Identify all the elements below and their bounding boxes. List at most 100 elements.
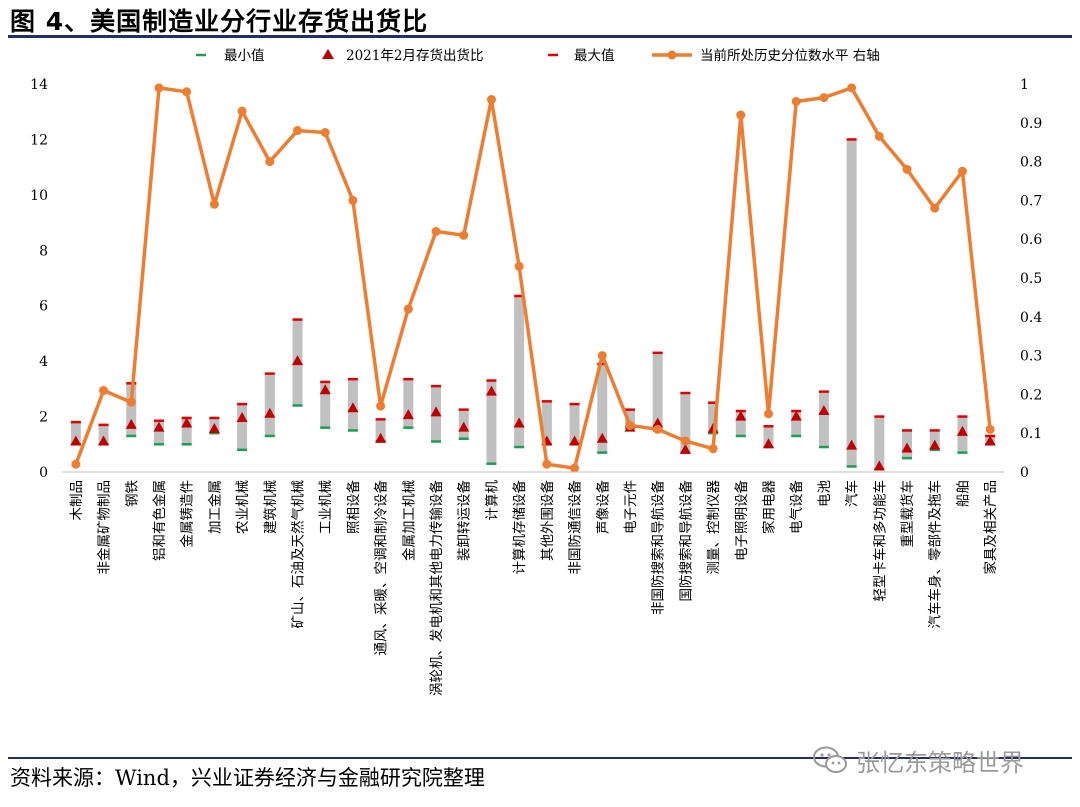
percentile-point bbox=[653, 424, 663, 434]
current-marker bbox=[264, 407, 276, 418]
x-tick-label: 国防搜索和导航设备 bbox=[677, 480, 694, 602]
current-marker bbox=[236, 411, 248, 422]
percentile-point bbox=[182, 87, 192, 97]
percentile-point bbox=[459, 230, 469, 240]
current-marker bbox=[292, 355, 303, 366]
percentile-point bbox=[209, 199, 219, 209]
percentile-point bbox=[680, 436, 690, 446]
range-bar bbox=[708, 402, 719, 434]
range-bar bbox=[818, 391, 829, 448]
percentile-point bbox=[625, 420, 635, 430]
x-tick-label: 金属加工机械 bbox=[401, 480, 417, 561]
x-tick-label: 木制品 bbox=[69, 480, 85, 521]
current-marker bbox=[513, 417, 525, 428]
percentile-point bbox=[348, 195, 358, 205]
current-marker bbox=[125, 418, 137, 429]
y-axis-left: 0 2 4 6 8 10 12 14 bbox=[30, 77, 48, 481]
current-marker bbox=[984, 435, 996, 446]
percentile-point bbox=[736, 110, 746, 120]
percentile-point bbox=[431, 226, 441, 236]
current-marker bbox=[679, 443, 691, 454]
y-left-tick-label: 8 bbox=[39, 243, 48, 259]
current-marker bbox=[901, 442, 913, 453]
range-bar bbox=[514, 296, 525, 448]
range-bar bbox=[98, 424, 109, 445]
x-tick-label: 铝和有色金属 bbox=[151, 480, 168, 561]
percentile-point bbox=[902, 164, 912, 174]
percentile-point bbox=[791, 96, 801, 106]
current-marker bbox=[596, 432, 608, 443]
current-marker bbox=[70, 435, 82, 446]
y-axis-right: 0 0.1 0.2 0.3 0.4 0.5 0.6 0.7 0.8 0.9 1 bbox=[1020, 77, 1042, 481]
x-tick-label: 工业机械 bbox=[318, 480, 334, 534]
percentile-point bbox=[237, 106, 247, 116]
percentile-point bbox=[514, 261, 524, 271]
chart-title: 图 4、美国制造业分行业存货出货比 bbox=[10, 7, 429, 36]
legend-min-label: 最小值 bbox=[224, 48, 265, 64]
y-right-tick-label: 0.1 bbox=[1020, 426, 1042, 442]
x-tick-label: 计算机存储设备 bbox=[511, 480, 528, 575]
range-bar bbox=[403, 379, 414, 428]
y-right-tick-label: 0.2 bbox=[1020, 387, 1042, 403]
x-tick-label: 电池 bbox=[817, 480, 833, 507]
current-marker bbox=[929, 439, 941, 450]
x-tick-label: 轻型卡车和多功能车 bbox=[871, 480, 888, 602]
x-tick-label: 船舶 bbox=[955, 480, 971, 507]
x-tick-label: 照相设备 bbox=[345, 480, 362, 534]
range-bar bbox=[541, 401, 552, 445]
legend-current-swatch bbox=[322, 49, 334, 59]
percentile-point bbox=[376, 401, 386, 411]
percentile-point bbox=[265, 157, 275, 167]
percentile-point bbox=[71, 459, 81, 469]
range-bar bbox=[874, 416, 885, 470]
x-tick-label: 电子元件 bbox=[623, 480, 639, 534]
legend-item-current: 2021年2月存货出货比 bbox=[322, 47, 483, 64]
x-tick-label: 汽车 bbox=[844, 480, 861, 507]
y-left-tick-label: 14 bbox=[30, 77, 48, 93]
source-rule bbox=[8, 757, 1072, 759]
x-tick-label: 装卸转运设备 bbox=[456, 480, 473, 561]
current-marker bbox=[873, 460, 885, 471]
x-tick-label: 涡轮机、发电机和其他电力传输设备 bbox=[428, 480, 445, 696]
current-marker bbox=[430, 406, 442, 417]
chart-area: 最小值 2021年2月存货出货比 最大值 当前所处历史分位数水平 右轴 0246810… bbox=[30, 47, 1042, 696]
x-tick-label: 家具及相关产品 bbox=[982, 480, 999, 575]
y-left-tick-label: 0 bbox=[39, 465, 48, 481]
y-left-tick-label: 4 bbox=[39, 354, 48, 370]
y-left-tick-label: 10 bbox=[30, 188, 48, 204]
x-tick-label: 非金属矿物制品 bbox=[97, 480, 113, 575]
current-marker bbox=[458, 421, 470, 432]
legend-percentile-label: 当前所处历史分位数水平 右轴 bbox=[700, 47, 880, 64]
percentile-point bbox=[985, 424, 995, 434]
y-left-tick-label: 6 bbox=[39, 299, 48, 315]
range-bar bbox=[264, 373, 275, 436]
plot-area bbox=[70, 83, 996, 473]
range-bar bbox=[735, 411, 746, 436]
current-marker bbox=[347, 402, 359, 413]
range-bar bbox=[181, 417, 192, 445]
percentile-point bbox=[957, 166, 967, 176]
wechat-icon bbox=[813, 746, 847, 773]
y-right-tick-label: 0.7 bbox=[1020, 193, 1042, 209]
y-right-tick-label: 0.6 bbox=[1020, 232, 1042, 248]
title-rule bbox=[8, 35, 1072, 38]
x-tick-label: 非国防搜索和导航设备 bbox=[650, 480, 667, 615]
current-marker bbox=[402, 409, 414, 420]
percentile-point bbox=[154, 83, 164, 93]
range-bar bbox=[320, 381, 331, 428]
current-marker bbox=[652, 417, 664, 428]
percentile-point bbox=[126, 397, 136, 407]
y-right-tick-label: 0.5 bbox=[1020, 271, 1042, 287]
percentile-point bbox=[874, 131, 884, 141]
legend: 最小值 2021年2月存货出货比 最大值 当前所处历史分位数水平 右轴 bbox=[196, 47, 880, 64]
percentile-point bbox=[320, 128, 330, 137]
percentile-point bbox=[570, 463, 580, 473]
current-marker bbox=[375, 432, 387, 443]
legend-item-percentile: 当前所处历史分位数水平 右轴 bbox=[652, 47, 880, 64]
y-right-tick-label: 0.9 bbox=[1020, 116, 1042, 132]
range-bar bbox=[791, 411, 802, 436]
x-tick-label: 非国防通信设备 bbox=[567, 480, 584, 575]
y-left-tick-label: 12 bbox=[30, 132, 48, 148]
x-tick-label: 汽车车身、零部件及拖车 bbox=[927, 480, 944, 629]
percentile-point bbox=[708, 444, 718, 454]
